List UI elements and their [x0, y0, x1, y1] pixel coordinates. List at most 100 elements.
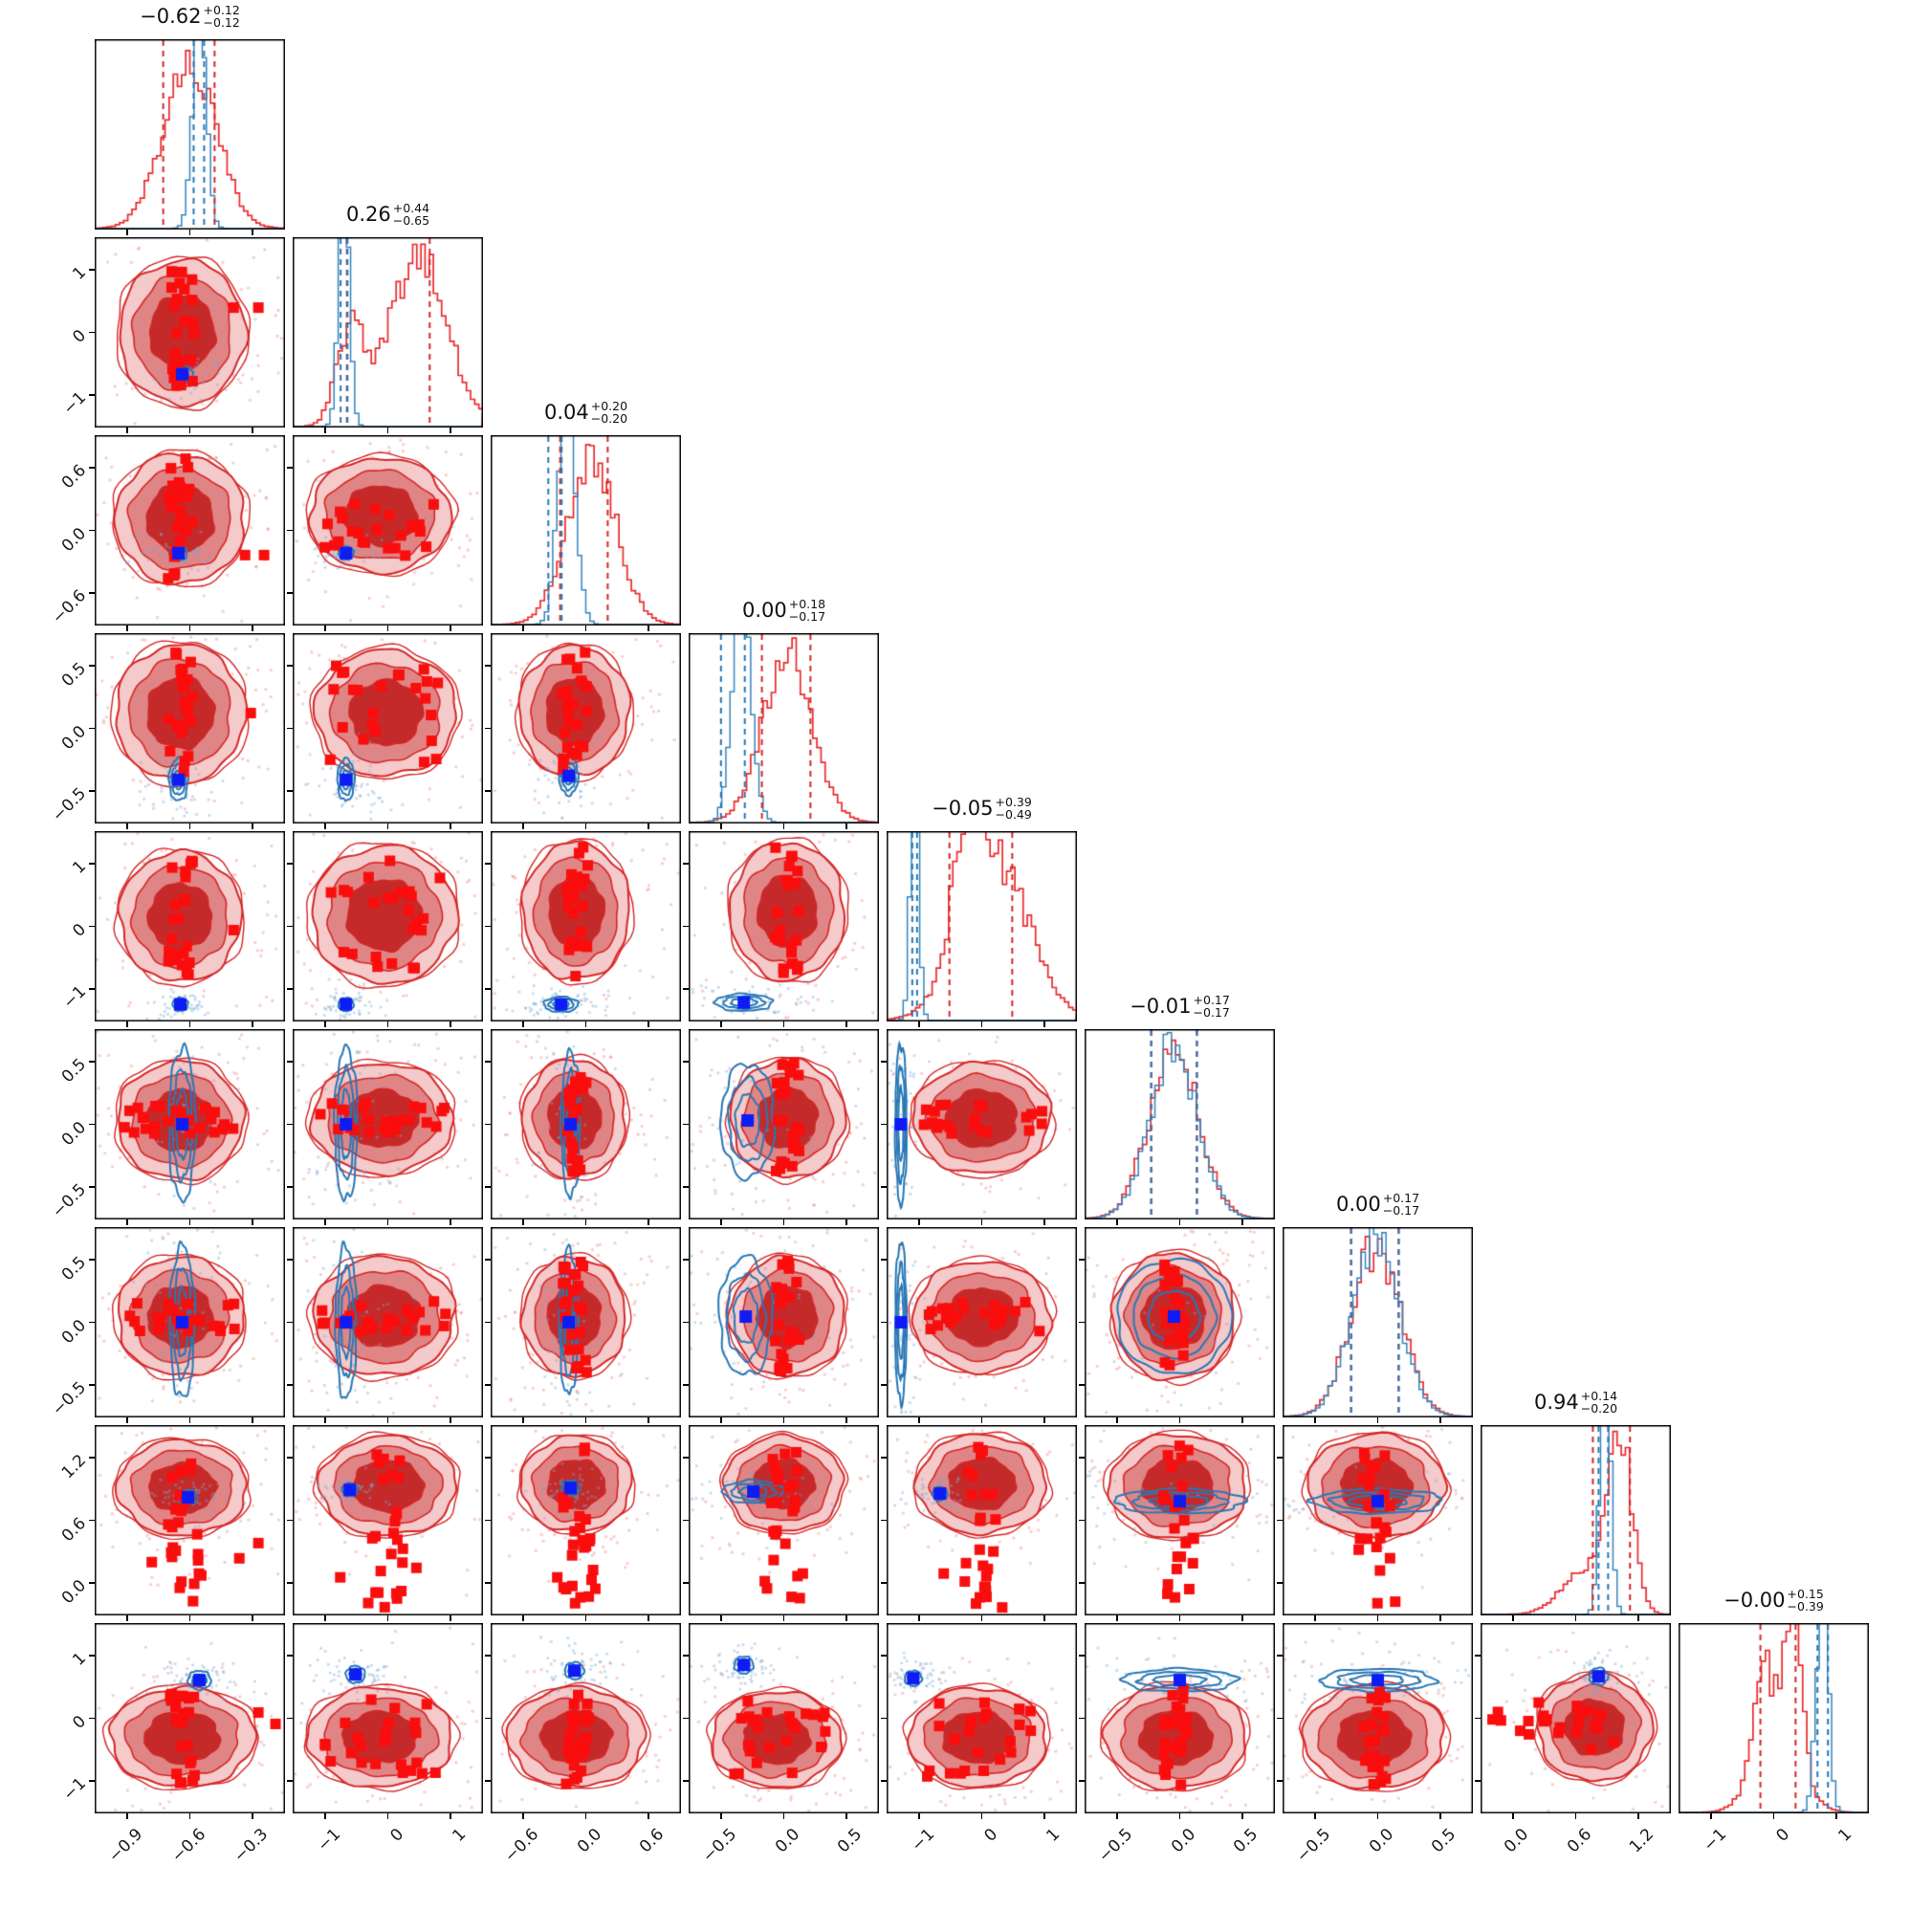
y-tick-mark — [89, 1582, 95, 1584]
histogram-canvas — [1481, 1425, 1671, 1615]
x-tick-mark — [1314, 1615, 1316, 1621]
x-tick-mark — [1376, 1417, 1379, 1423]
contour-panel-r8c3 — [491, 1425, 681, 1615]
x-tick-mark — [584, 1021, 587, 1027]
y-tick-label: 0 — [69, 1711, 91, 1733]
y-tick-mark — [89, 394, 95, 396]
x-tick-mark — [720, 1615, 722, 1621]
contour-panel-r8c4 — [689, 1425, 879, 1615]
y-tick-mark — [485, 1259, 491, 1261]
x-tick-mark — [1439, 1813, 1441, 1819]
contour-panel-r5c1 — [95, 831, 285, 1021]
y-tick-mark — [485, 1780, 491, 1782]
x-tick-label: 0.0 — [1365, 1825, 1397, 1857]
y-tick-mark — [1277, 1582, 1283, 1584]
y-tick-mark — [683, 1259, 689, 1261]
diag-title-minus: −0.17 — [788, 609, 826, 625]
x-tick-mark — [845, 1417, 847, 1423]
diag-title-3: 0.04 +0.20 −0.20 — [491, 400, 681, 427]
y-tick-mark — [881, 1321, 887, 1324]
contour-panel-r6c5 — [887, 1029, 1077, 1219]
x-tick-mark — [1512, 1813, 1514, 1819]
y-tick-mark — [287, 665, 293, 667]
x-tick-label: 1 — [1834, 1825, 1856, 1846]
x-tick-mark — [648, 1219, 649, 1225]
contour-panel-r7c4 — [689, 1227, 879, 1417]
diag-title-plus: +0.18 — [788, 597, 826, 611]
x-tick-mark — [252, 823, 253, 829]
x-tick-mark — [1043, 1219, 1045, 1225]
x-tick-mark — [648, 823, 649, 829]
diag-title-4: 0.00 +0.18 −0.17 — [689, 597, 879, 625]
contour-panel-r2c1 — [95, 237, 285, 428]
x-tick-mark — [126, 230, 128, 235]
contour-canvas — [293, 1623, 483, 1813]
y-tick-mark — [485, 988, 491, 990]
y-tick-mark — [485, 727, 491, 730]
y-tick-mark — [287, 1321, 293, 1324]
x-tick-mark — [1376, 1813, 1379, 1819]
x-tick-mark — [1376, 1615, 1379, 1621]
contour-canvas — [293, 831, 483, 1021]
y-tick-mark — [683, 988, 689, 990]
x-tick-mark — [522, 823, 524, 829]
contour-canvas — [95, 1227, 285, 1417]
x-tick-mark — [126, 428, 128, 433]
contour-panel-r6c4 — [689, 1029, 879, 1219]
contour-panel-r5c4 — [689, 831, 879, 1021]
x-tick-label: 0.5 — [834, 1825, 867, 1857]
y-tick-label: 0.0 — [57, 721, 91, 754]
x-tick-mark — [584, 1813, 587, 1819]
contour-panel-r8c5 — [887, 1425, 1077, 1615]
x-tick-mark — [386, 1615, 389, 1621]
y-tick-mark — [1079, 1519, 1085, 1522]
x-tick-mark — [980, 1813, 983, 1819]
y-tick-mark — [683, 1384, 689, 1386]
contour-canvas — [689, 1623, 879, 1813]
x-tick-mark — [450, 1021, 451, 1027]
y-tick-mark — [1079, 1717, 1085, 1720]
x-tick-mark — [252, 1021, 253, 1027]
y-tick-mark — [683, 1186, 689, 1188]
x-tick-mark — [386, 1813, 389, 1819]
x-tick-mark — [1178, 1417, 1181, 1423]
contour-canvas — [887, 1623, 1077, 1813]
x-tick-mark — [980, 1615, 983, 1621]
diag-title-errors: +0.44 −0.65 — [393, 202, 429, 227]
diag-title-minus: −0.20 — [590, 411, 628, 427]
y-tick-mark — [1475, 1655, 1481, 1657]
y-tick-mark — [89, 1655, 95, 1657]
x-tick-mark — [1043, 1417, 1045, 1423]
x-tick-mark — [450, 1813, 451, 1819]
y-tick-label: 0.0 — [57, 523, 91, 556]
contour-panel-r8c6 — [1085, 1425, 1275, 1615]
x-tick-label: 0 — [979, 1825, 1001, 1846]
y-tick-mark — [287, 863, 293, 865]
contour-canvas — [293, 1029, 483, 1219]
y-tick-mark — [485, 1655, 491, 1657]
y-tick-mark — [485, 1321, 491, 1324]
x-tick-label: 0.6 — [636, 1825, 669, 1857]
contour-panel-r4c3 — [491, 633, 681, 823]
diag-title-8: 0.94 +0.14 −0.20 — [1481, 1390, 1671, 1416]
x-tick-mark — [918, 1813, 920, 1819]
x-tick-label: −1 — [1700, 1825, 1730, 1855]
x-tick-mark — [450, 823, 451, 829]
y-tick-mark — [287, 1123, 293, 1126]
diag-title-value: 0.04 — [543, 401, 589, 425]
histogram-panel-4 — [689, 633, 879, 823]
x-tick-mark — [188, 823, 191, 829]
x-tick-mark — [1178, 1615, 1181, 1621]
x-tick-label: 1.2 — [1626, 1825, 1658, 1857]
contour-panel-r4c1 — [95, 633, 285, 823]
x-tick-mark — [450, 1615, 451, 1621]
x-tick-mark — [1710, 1813, 1712, 1819]
diag-title-7: 0.00 +0.17 −0.17 — [1283, 1192, 1473, 1218]
x-tick-mark — [1314, 1417, 1316, 1423]
y-tick-label: 1 — [69, 262, 91, 284]
x-tick-mark — [1116, 1219, 1118, 1225]
x-tick-mark — [918, 1417, 920, 1423]
y-tick-mark — [287, 790, 293, 792]
diag-title-plus: +0.15 — [1787, 1587, 1824, 1601]
contour-panel-r9c3 — [491, 1623, 681, 1813]
